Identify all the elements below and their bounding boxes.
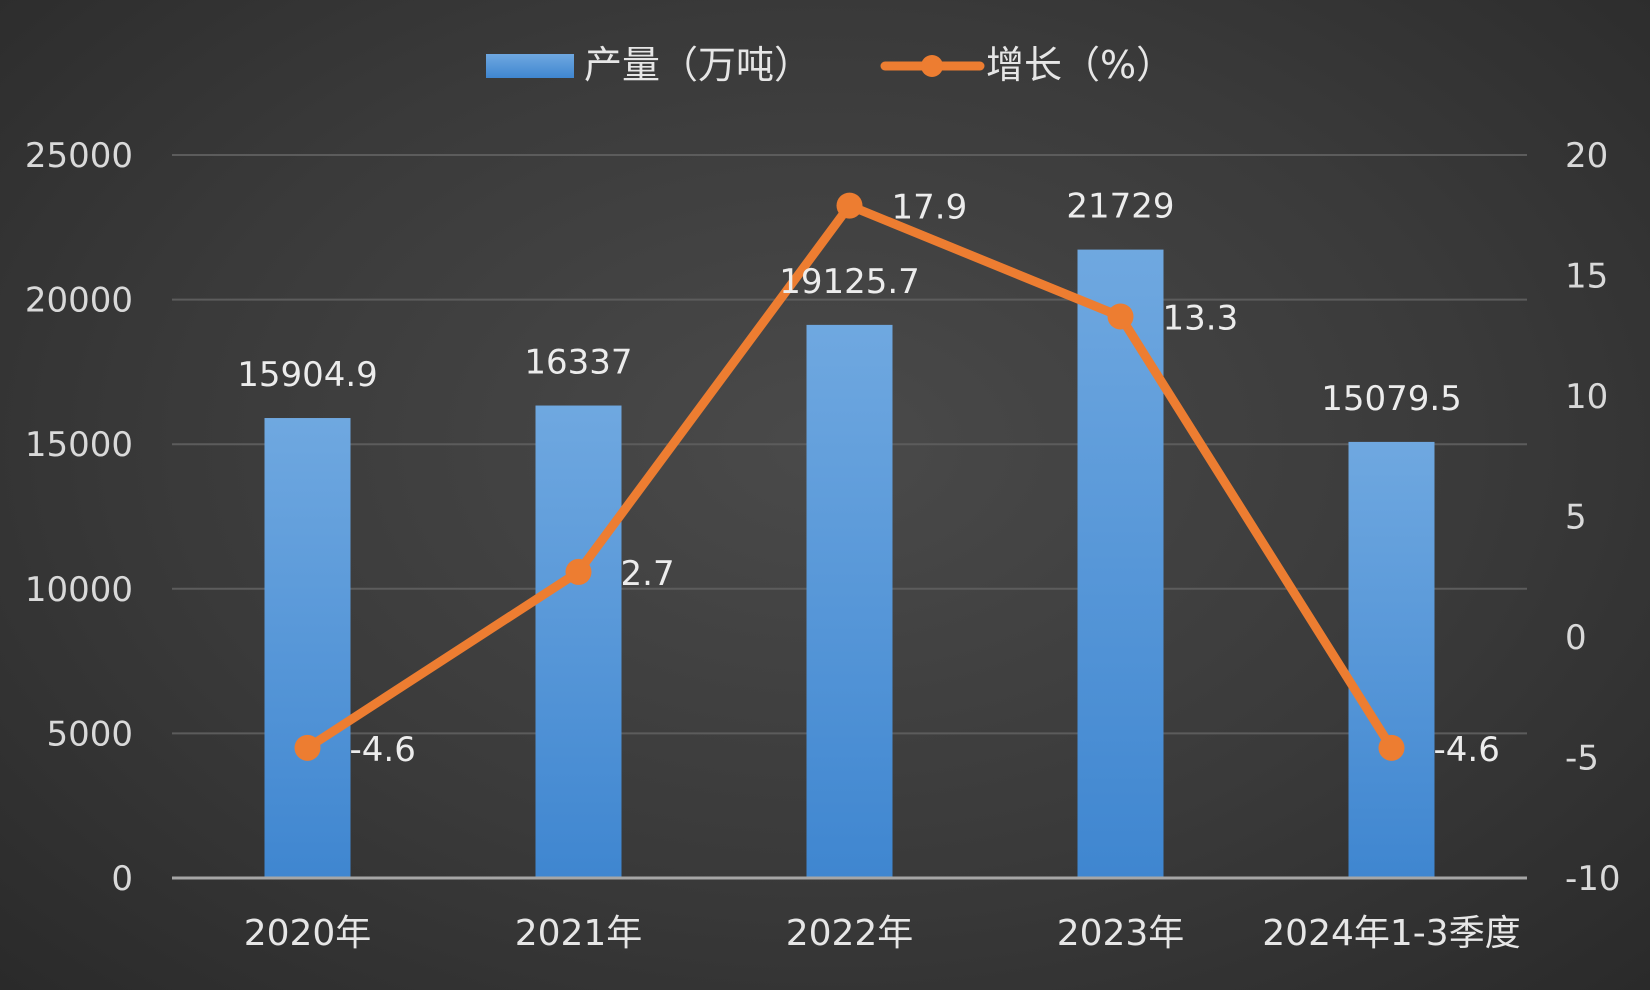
x-tick-label: 2024年1-3季度 xyxy=(1262,913,1520,954)
legend-label-bar: 产量（万吨） xyxy=(584,43,812,87)
bar-data-label: 19125.7 xyxy=(779,262,920,302)
legend: 产量（万吨） 增长（%） xyxy=(486,43,1174,87)
x-tick-label: 2022年 xyxy=(786,913,914,954)
line-point xyxy=(1107,303,1134,330)
y-right-tick-label: 10 xyxy=(1565,377,1608,417)
line-data-label: 13.3 xyxy=(1163,298,1239,338)
legend-label-line: 增长（%） xyxy=(986,43,1174,87)
line-point xyxy=(565,558,592,585)
line-data-label: -4.6 xyxy=(350,730,416,770)
x-tick-label: 2023年 xyxy=(1057,913,1185,954)
bar xyxy=(535,405,622,878)
y-left-tick-label: 15000 xyxy=(25,425,133,465)
y-right-tick-label: -5 xyxy=(1565,739,1599,779)
line-data-label: 2.7 xyxy=(621,554,675,594)
bar-series xyxy=(264,249,1435,879)
bar xyxy=(1077,249,1164,879)
bar-data-label: 15079.5 xyxy=(1321,379,1462,419)
y-right-tick-label: 5 xyxy=(1565,498,1587,538)
y-left-tick-label: 10000 xyxy=(25,570,133,610)
line-data-label: -4.6 xyxy=(1434,730,1500,770)
y-axis-left: 0 5000 10000 15000 20000 25000 xyxy=(25,136,133,899)
y-right-tick-label: -10 xyxy=(1565,859,1621,899)
line-point xyxy=(294,734,321,761)
y-left-tick-label: 0 xyxy=(111,859,133,899)
bar-data-label: 15904.9 xyxy=(237,355,378,395)
bar-data-label: 16337 xyxy=(524,343,632,383)
x-tick-label: 2021年 xyxy=(515,913,643,954)
legend-swatch-bar xyxy=(486,54,574,78)
x-tick-label: 2020年 xyxy=(244,913,372,954)
line-point xyxy=(836,192,863,219)
y-right-tick-label: 20 xyxy=(1565,136,1608,176)
legend-swatch-marker xyxy=(921,55,943,77)
x-axis: 2020年 2021年 2022年 2023年 2024年1-3季度 xyxy=(172,876,1527,954)
y-right-tick-label: 15 xyxy=(1565,257,1608,297)
line-point xyxy=(1378,734,1405,761)
y-left-tick-label: 20000 xyxy=(25,281,133,321)
bar-data-label: 21729 xyxy=(1066,187,1174,227)
line-data-label: 17.9 xyxy=(892,188,968,228)
bar xyxy=(806,324,893,878)
y-axis-right: -10 -5 0 5 10 15 20 xyxy=(1565,136,1621,899)
line-series xyxy=(294,192,1405,761)
y-right-tick-label: 0 xyxy=(1565,618,1587,658)
data-labels: 15904.9 16337 19125.7 21729 15079.5 -4.6 2.7 17… xyxy=(237,187,1500,770)
y-left-tick-label: 25000 xyxy=(25,136,133,176)
y-left-tick-label: 5000 xyxy=(46,714,133,754)
bar xyxy=(1348,441,1435,878)
bar xyxy=(264,418,351,878)
